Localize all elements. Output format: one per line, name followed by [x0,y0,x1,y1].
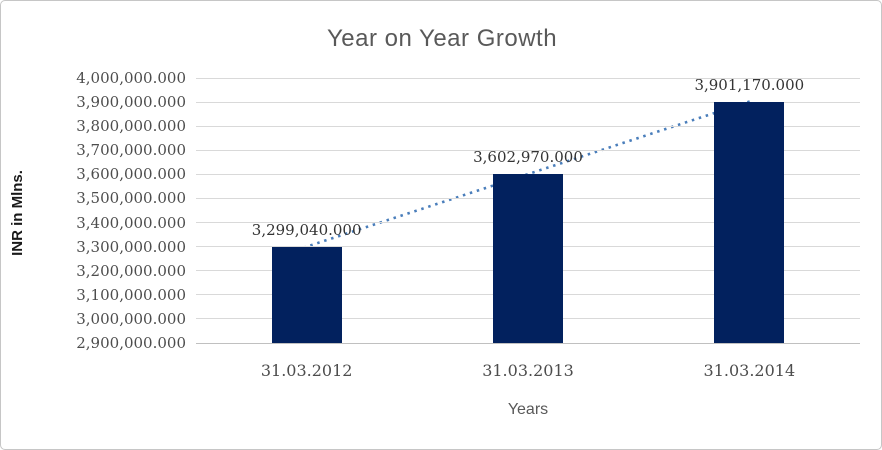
y-tick-label: 3,700,000.000 [76,141,186,160]
bar [271,246,342,343]
bar-data-label: 3,901,170.000 [694,75,805,94]
gridline [196,149,860,151]
gridline [196,342,860,344]
x-category-label: 31.03.2013 [482,361,574,380]
y-axis-title: INR in Mlns. [9,170,26,256]
y-tick-label: 3,100,000.000 [76,285,186,304]
y-tick-label: 3,500,000.000 [76,189,186,208]
chart-title: Year on Year Growth [326,25,558,52]
y-tick-label: 3,800,000.000 [76,117,186,136]
y-tick-label: 3,200,000.000 [76,261,186,280]
bar [493,173,563,343]
gridline [196,77,860,79]
bar-data-label: 3,602,970.000 [473,147,583,166]
y-tick-label: 3,400,000.000 [76,213,186,232]
bar [714,101,785,343]
x-category-label: 31.03.2012 [260,361,353,380]
y-tick-label: 3,000,000.000 [76,309,186,328]
gridline [196,101,860,103]
gridline [196,125,860,127]
y-tick-label: 3,600,000.000 [76,165,186,184]
y-tick-label: 2,900,000.000 [76,334,186,352]
x-category-label: 31.03.2014 [703,361,796,380]
y-tick-label: 3,300,000.000 [76,237,186,256]
y-tick-label: 4,000,000.000 [76,69,186,87]
bar-data-label: 3,299,040.000 [251,220,362,239]
x-axis-title: Years [507,401,549,418]
y-tick-label: 3,900,000.000 [76,93,186,112]
